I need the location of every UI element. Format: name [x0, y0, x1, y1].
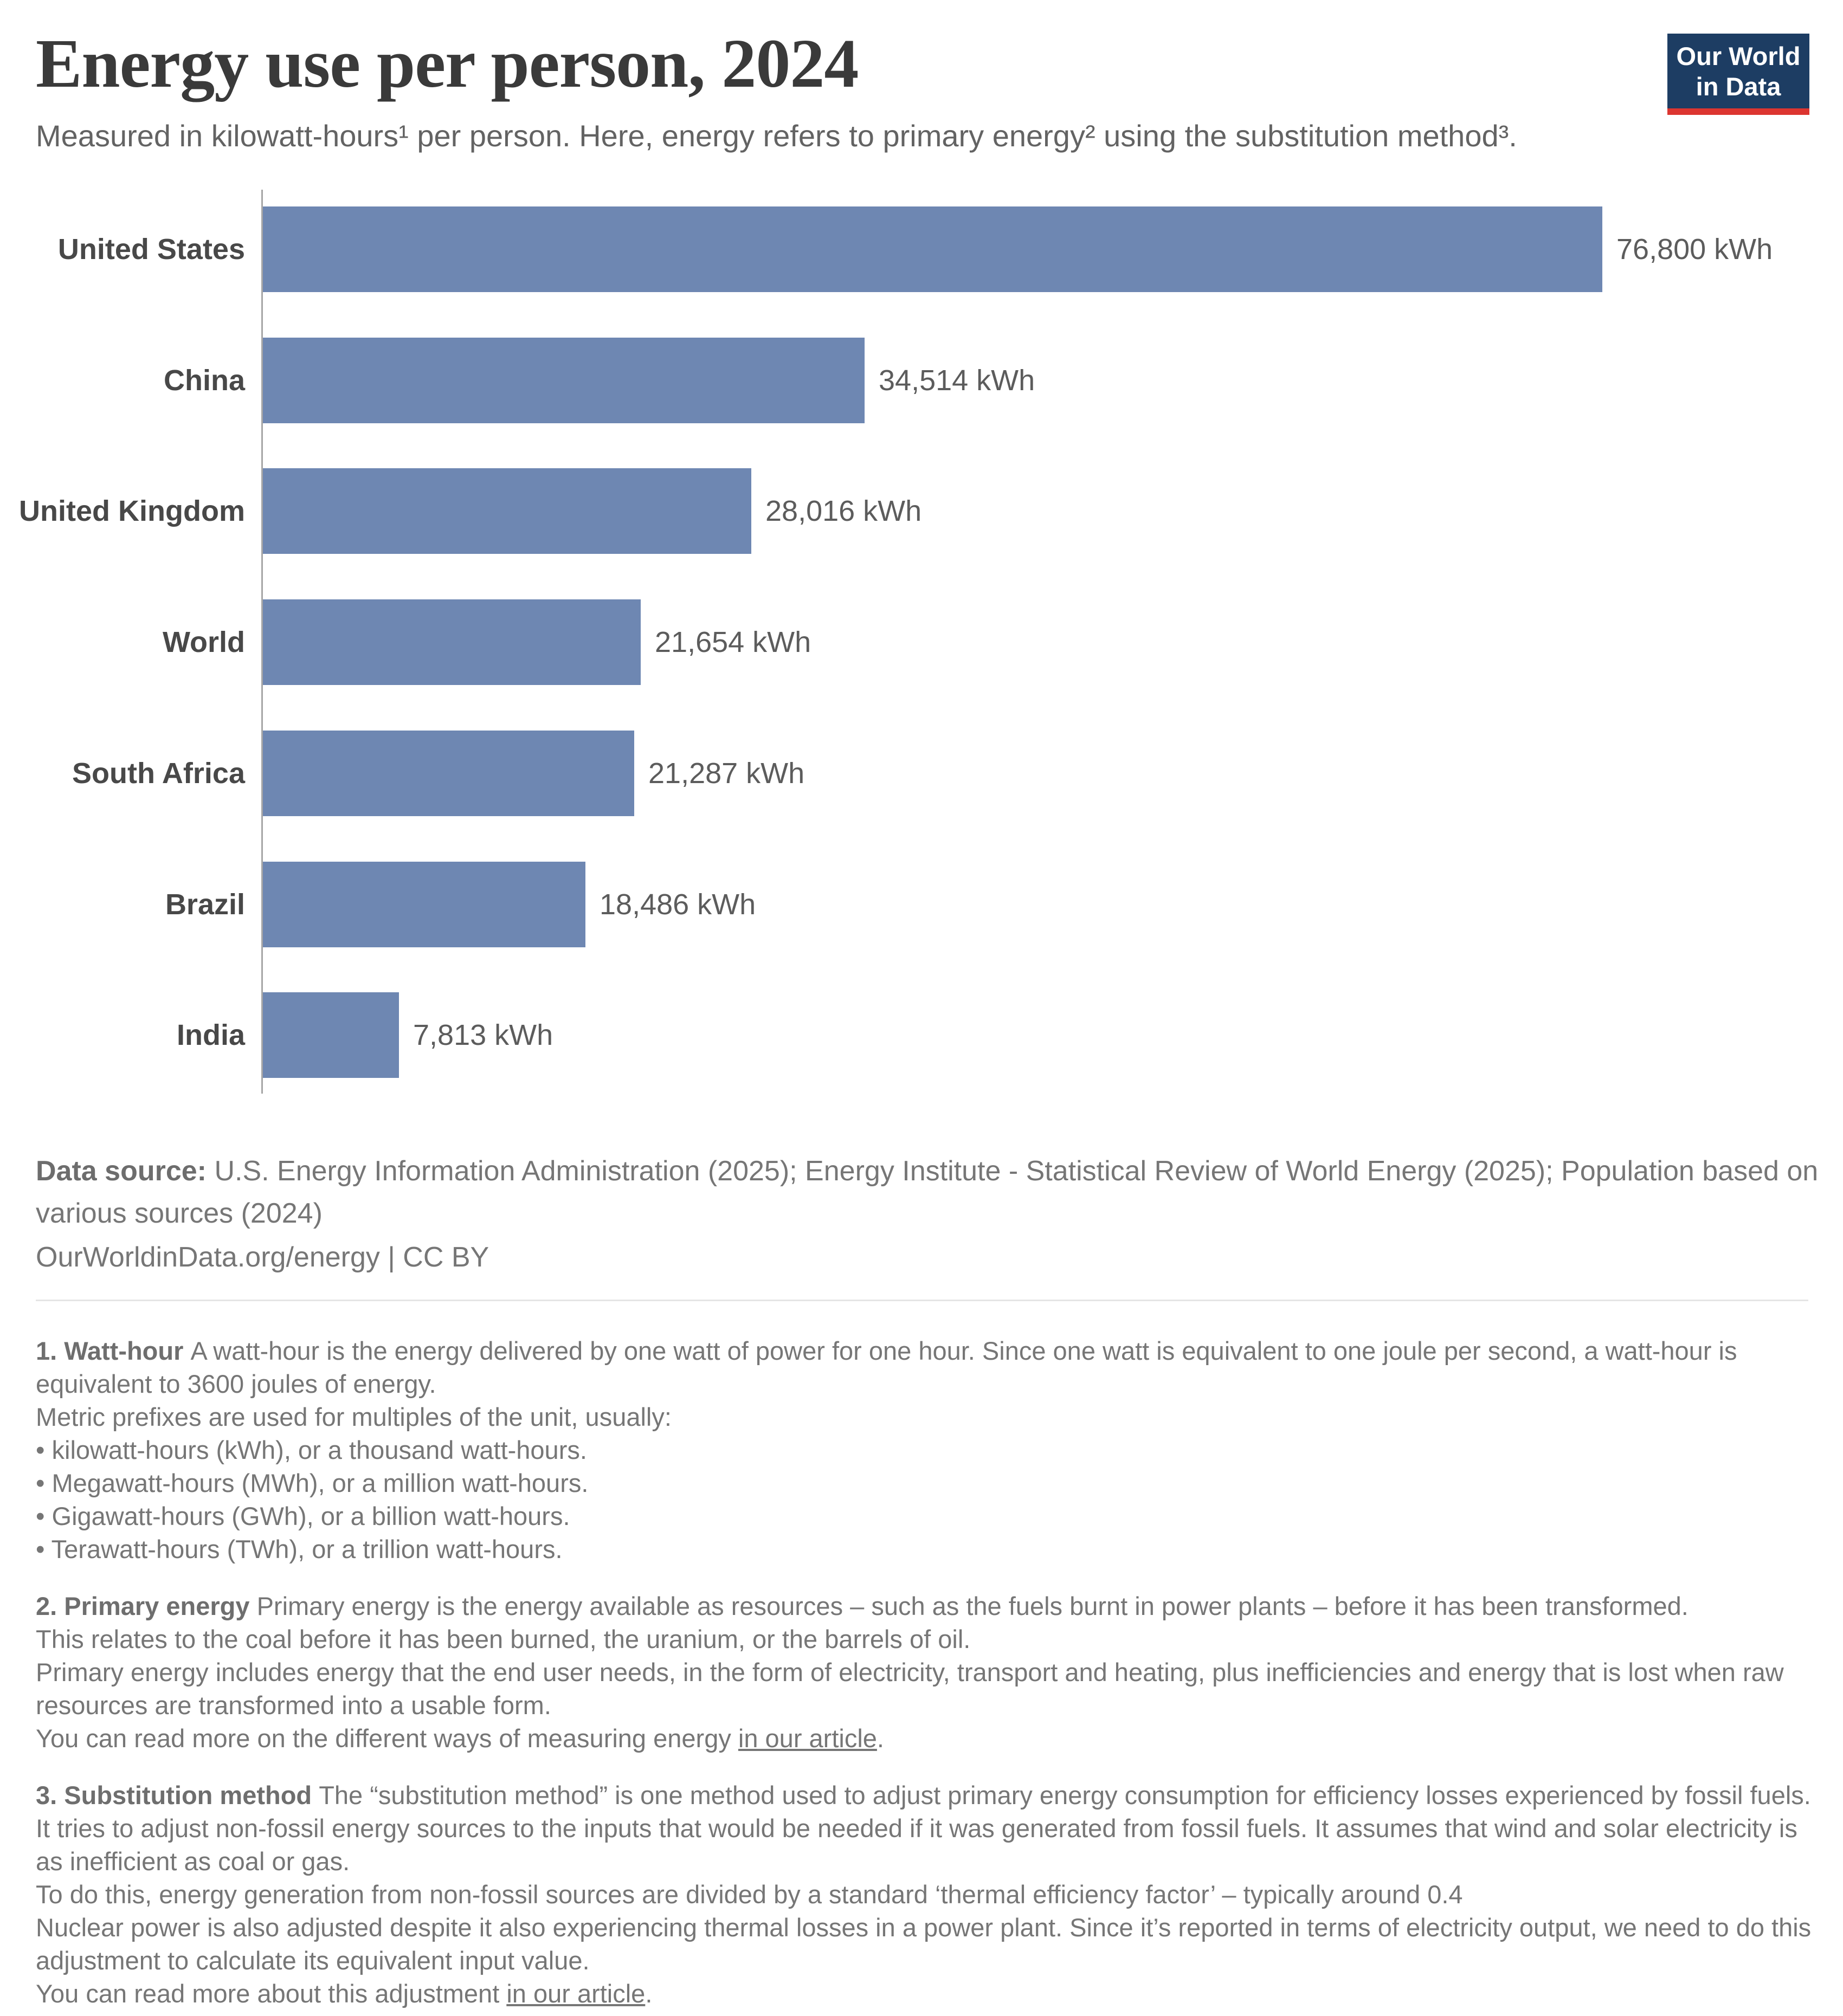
data-source: Data source: U.S. Energy Information Adm… [36, 1150, 1822, 1235]
owid-logo: Our World in Data [1667, 34, 1809, 115]
footnote-article-link[interactable]: in our article [738, 1724, 877, 1753]
bar-row: South Africa 21,287 kWh [0, 731, 1843, 816]
footnote-label: 3. Substitution method [36, 1781, 319, 1810]
bar-row: United Kingdom 28,016 kWh [0, 468, 1843, 554]
footnote-text: The “substitution method” is one method … [36, 1781, 1811, 1876]
data-source-text: U.S. Energy Information Administration (… [36, 1155, 1819, 1229]
footnote-text: . [877, 1724, 884, 1753]
footnote-text: Primary energy is the energy available a… [256, 1592, 1689, 1620]
category-label: United Kingdom [19, 495, 245, 527]
category-label: United States [57, 233, 245, 266]
divider-line [36, 1300, 1808, 1301]
category-label: Brazil [165, 888, 245, 921]
bar-row: World 21,654 kWh [0, 599, 1843, 685]
category-label: South Africa [72, 757, 245, 790]
footnote-text: You can read more about this adjustment [36, 1979, 507, 2008]
owid-logo-line1: Our World [1676, 42, 1801, 70]
bar [263, 338, 865, 423]
value-label: 34,514 kWh [879, 364, 1035, 397]
footnote-text: . [645, 1979, 653, 2008]
footnote: 2. Primary energy Primary energy is the … [36, 1589, 1825, 1755]
owid-logo-line2: in Data [1696, 72, 1781, 101]
footnote: 1. Watt-hour A watt-hour is the energy d… [36, 1334, 1825, 1566]
page-title: Energy use per person, 2024 [36, 25, 859, 102]
attribution: OurWorldinData.org/energy | CC BY [36, 1242, 489, 1273]
bar [263, 992, 399, 1078]
data-source-label: Data source: [36, 1155, 207, 1187]
bar-row: China 34,514 kWh [0, 338, 1843, 423]
footnote-text: This relates to the coal before it has b… [36, 1625, 971, 1653]
bar-row: Brazil 18,486 kWh [0, 862, 1843, 947]
category-label: India [176, 1019, 245, 1051]
footnote-label: 1. Watt-hour [36, 1336, 191, 1365]
value-label: 21,654 kWh [655, 626, 811, 658]
category-label: China [163, 364, 245, 397]
footnote-text: To do this, energy generation from non-f… [36, 1880, 1463, 1909]
footnote-text: • Megawatt-hours (MWh), or a million wat… [36, 1469, 589, 1497]
chart-subtitle: Measured in kilowatt-hours¹ per person. … [36, 119, 1517, 153]
footnote-text: Metric prefixes are used for multiples o… [36, 1403, 672, 1431]
category-label: World [163, 626, 245, 658]
bar [263, 468, 751, 554]
bar [263, 599, 641, 685]
value-label: 28,016 kWh [765, 495, 922, 527]
footnote-text: Nuclear power is also adjusted despite i… [36, 1913, 1812, 1975]
footnote-text: You can read more on the different ways … [36, 1724, 738, 1753]
value-label: 21,287 kWh [648, 757, 805, 790]
footnote-text: • Gigawatt-hours (GWh), or a billion wat… [36, 1502, 570, 1530]
footnotes: 1. Watt-hour A watt-hour is the energy d… [36, 1334, 1825, 2016]
footnote-text: Primary energy includes energy that the … [36, 1658, 1784, 1720]
bar [263, 862, 585, 947]
bar [263, 731, 634, 816]
value-label: 18,486 kWh [600, 888, 756, 921]
footnote-text: A watt-hour is the energy delivered by o… [36, 1336, 1737, 1398]
value-label: 7,813 kWh [413, 1019, 553, 1051]
bar [263, 206, 1602, 292]
y-axis-line [261, 190, 263, 1094]
footnote-text: • kilowatt-hours (kWh), or a thousand wa… [36, 1436, 587, 1464]
value-label: 76,800 kWh [1616, 233, 1773, 266]
footnote-label: 2. Primary energy [36, 1592, 257, 1620]
footnote-text: • Terawatt-hours (TWh), or a trillion wa… [36, 1535, 563, 1563]
footnote-article-link[interactable]: in our article [506, 1979, 646, 2008]
bar-row: India 7,813 kWh [0, 992, 1843, 1078]
bar-row: United States 76,800 kWh [0, 206, 1843, 292]
footnote: 3. Substitution method The “substitution… [36, 1779, 1825, 2010]
